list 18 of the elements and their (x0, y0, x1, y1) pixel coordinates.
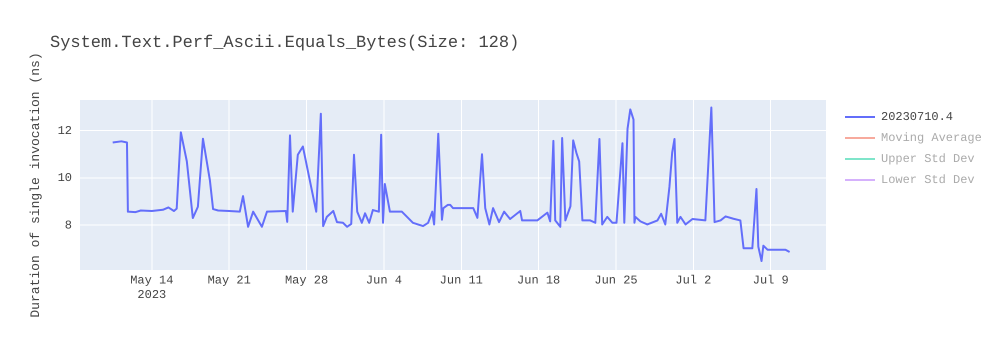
x-tick-label: Jun 18 (517, 273, 560, 288)
x-tick-label: Jun 4 (366, 273, 402, 288)
y-axis-title: Duration of single invocation (ns) (28, 52, 44, 318)
x-tick-label: Jul 2 (675, 273, 712, 288)
legend-label: 20230710.4 (881, 110, 954, 124)
x-tick-label: Jun 25 (594, 273, 638, 288)
legend-label: Upper Std Dev (881, 152, 975, 166)
y-tick-label: 8 (64, 218, 72, 232)
chart-title: System.Text.Perf_Ascii.Equals_Bytes(Size: 128) (50, 34, 520, 53)
legend-label: Moving Average (881, 130, 982, 144)
x-tick-label: Jun 11 (440, 273, 483, 288)
x-tick-label: May 14 2023 (130, 273, 174, 302)
x-tick-label: May 21 (208, 273, 251, 288)
y-tick-label: 10 (58, 171, 72, 186)
legend-label: Lower Std Dev (881, 172, 975, 186)
x-tick-label: May 28 (284, 273, 328, 288)
x-tick-label: Jul 9 (752, 273, 789, 288)
y-tick-label: 12 (58, 124, 72, 138)
